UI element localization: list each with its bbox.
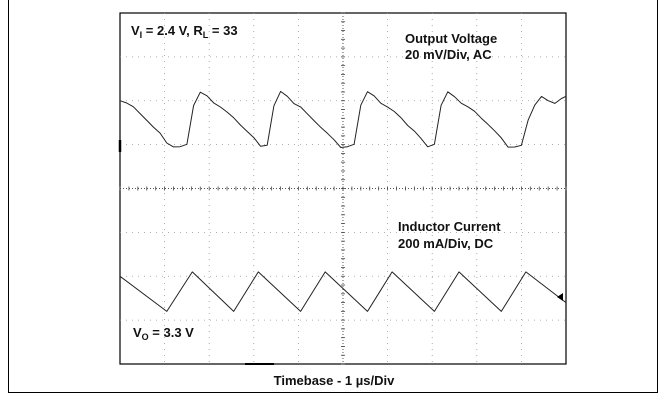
- scope-markers: [118, 140, 563, 365]
- inductor-current-title: Inductor Current: [398, 219, 501, 234]
- figure-frame: [8, 0, 658, 393]
- scope-grid: [119, 12, 567, 365]
- output-voltage-setpoint-label: VO = 3.3 V: [133, 325, 194, 342]
- inductor-current-trace: [119, 271, 567, 312]
- output-voltage-scale: 20 mV/Div, AC: [405, 47, 492, 62]
- output-voltage-title: Output Voltage: [405, 31, 498, 46]
- scope-traces: [119, 90, 567, 312]
- inductor-current-scale: 200 mA/Div, DC: [398, 236, 494, 251]
- input-conditions-label: VI = 2.4 V, RL = 33: [131, 23, 238, 40]
- output-voltage-trace: [119, 90, 567, 148]
- timebase-caption: Timebase - 1 µs/Div: [273, 373, 395, 388]
- channel-marker-arrow: [557, 293, 563, 301]
